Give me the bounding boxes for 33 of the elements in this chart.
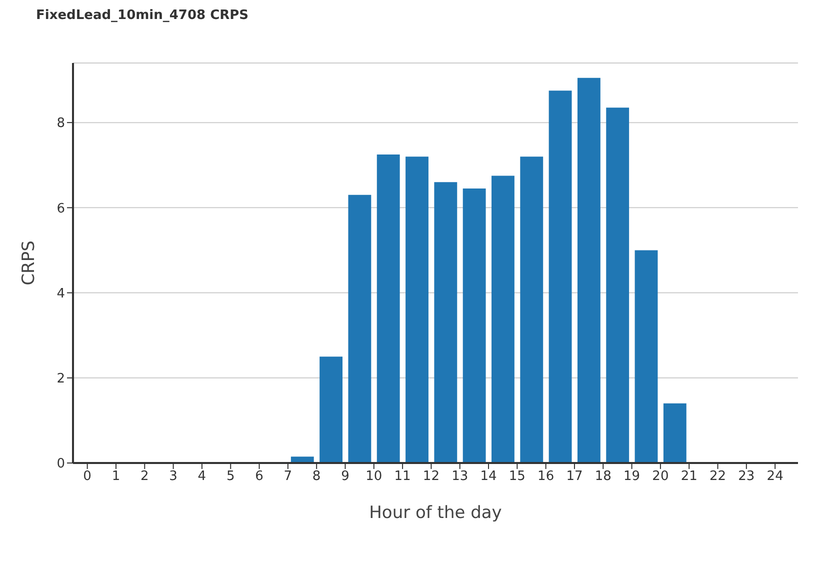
- x-tick-label: 13: [452, 469, 468, 484]
- x-tick-label: 7: [284, 469, 292, 484]
- x-tick-label: 9: [341, 469, 350, 484]
- x-tick-label: 15: [508, 469, 526, 484]
- y-tick-label: 8: [56, 116, 65, 132]
- chart-title: FixedLead_10min_4708 CRPS: [36, 8, 250, 23]
- x-tick-label: 17: [566, 469, 583, 484]
- x-tick-label: 5: [226, 469, 235, 484]
- x-tick-label: 21: [680, 469, 698, 484]
- x-tick-label: 22: [709, 469, 726, 484]
- x-tick-label: 8: [312, 469, 321, 484]
- y-tick-label: 2: [56, 372, 65, 387]
- x-tick-label: 11: [394, 469, 411, 484]
- x-tick-label: 0: [83, 469, 92, 484]
- y-tick-label: 6: [56, 201, 65, 216]
- x-tick-label: 12: [422, 469, 440, 484]
- x-tick-label: 24: [766, 469, 784, 484]
- x-tick-label: 3: [169, 469, 178, 484]
- x-tick-label: 20: [652, 469, 669, 484]
- x-tick-label: 6: [255, 469, 264, 484]
- x-axis-title: Hour of the day: [369, 503, 502, 523]
- x-tick-label: 14: [480, 469, 497, 484]
- x-tick-label: 4: [198, 469, 206, 484]
- x-tick-label: 1: [112, 469, 120, 484]
- x-tick-label: 16: [538, 469, 554, 484]
- y-axis-title: CRPS: [19, 240, 40, 286]
- x-tick-label: 23: [738, 469, 755, 484]
- x-tick-label: 10: [366, 469, 382, 484]
- x-tick-label: 19: [624, 469, 640, 484]
- y-tick-label: 4: [56, 286, 65, 302]
- x-tick-label: 18: [594, 469, 612, 484]
- x-tick-label: 2: [140, 469, 149, 484]
- y-tick-label: 0: [56, 456, 65, 472]
